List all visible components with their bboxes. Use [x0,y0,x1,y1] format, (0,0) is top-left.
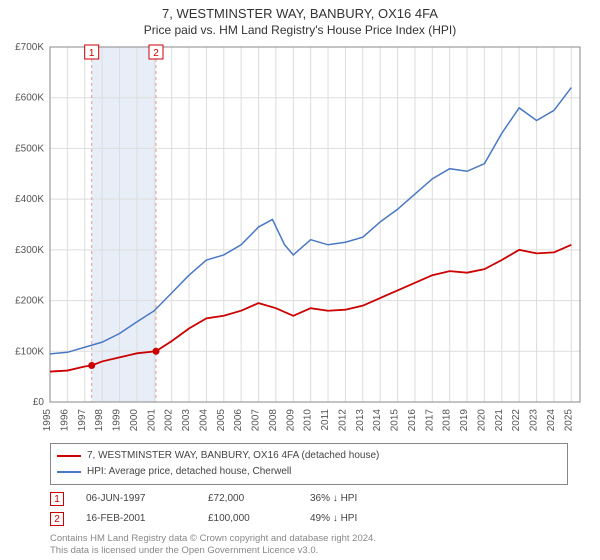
svg-text:2016: 2016 [407,409,418,432]
svg-text:2023: 2023 [529,409,540,432]
svg-text:2000: 2000 [129,409,140,432]
svg-text:2012: 2012 [337,409,348,432]
events-table: 1 06-JUN-1997 £72,000 36% ↓ HPI 2 16-FEB… [50,489,568,529]
svg-text:2021: 2021 [494,409,505,432]
svg-text:1997: 1997 [77,409,88,432]
svg-text:2025: 2025 [563,409,574,432]
svg-text:2011: 2011 [320,409,331,431]
svg-text:1998: 1998 [94,409,105,432]
svg-text:2018: 2018 [442,409,453,432]
svg-text:2: 2 [153,48,159,59]
event-date: 16-FEB-2001 [86,509,186,529]
svg-text:2009: 2009 [285,409,296,432]
svg-text:2010: 2010 [303,409,314,432]
event-hpi: 36% ↓ HPI [310,489,400,509]
svg-text:2008: 2008 [268,409,279,432]
line-chart-svg: £0 £100K £200K £300K £400K £500K £600K £700K 199… [0,37,600,437]
svg-text:£100K: £100K [15,346,44,357]
event-hpi: 49% ↓ HPI [310,509,400,529]
svg-text:2024: 2024 [546,409,557,432]
chart-legend: 7, WESTMINSTER WAY, BANBURY, OX16 4FA (d… [50,443,568,485]
event-date: 06-JUN-1997 [86,489,186,509]
svg-text:1996: 1996 [59,409,70,432]
svg-text:£600K: £600K [15,93,44,104]
svg-text:2022: 2022 [511,409,522,432]
svg-text:2004: 2004 [198,409,209,432]
footer-line: Contains HM Land Registry data © Crown c… [50,533,568,545]
svg-text:2020: 2020 [476,409,487,432]
svg-text:2006: 2006 [233,409,244,432]
svg-text:2007: 2007 [251,409,262,432]
svg-text:1999: 1999 [112,409,123,432]
svg-text:£0: £0 [33,397,45,408]
event-row: 2 16-FEB-2001 £100,000 49% ↓ HPI [50,509,568,529]
footer-attribution: Contains HM Land Registry data © Crown c… [50,533,568,558]
svg-text:£300K: £300K [15,245,44,256]
svg-text:£700K: £700K [15,42,44,53]
event-row: 1 06-JUN-1997 £72,000 36% ↓ HPI [50,489,568,509]
legend-item: 7, WESTMINSTER WAY, BANBURY, OX16 4FA (d… [57,448,561,464]
event-price: £72,000 [208,489,288,509]
svg-text:2001: 2001 [146,409,157,432]
svg-text:£200K: £200K [15,296,44,307]
svg-text:2003: 2003 [181,409,192,432]
legend-label: 7, WESTMINSTER WAY, BANBURY, OX16 4FA (d… [87,448,379,464]
chart-plot-area: £0 £100K £200K £300K £400K £500K £600K £700K 199… [0,37,600,437]
chart-container: 7, WESTMINSTER WAY, BANBURY, OX16 4FA Pr… [0,0,600,560]
chart-subtitle: Price paid vs. HM Land Registry's House … [0,21,600,37]
event-marker-icon: 1 [50,492,64,506]
chart-title: 7, WESTMINSTER WAY, BANBURY, OX16 4FA [0,0,600,21]
footer-line: This data is licensed under the Open Gov… [50,545,568,557]
svg-text:2017: 2017 [424,409,435,432]
svg-text:1995: 1995 [42,409,53,432]
svg-text:2002: 2002 [164,409,175,432]
svg-text:2015: 2015 [390,409,401,432]
svg-text:£500K: £500K [15,143,44,154]
legend-item: HPI: Average price, detached house, Cher… [57,464,561,480]
legend-swatch [57,471,81,473]
legend-label: HPI: Average price, detached house, Cher… [87,464,291,480]
svg-text:2013: 2013 [355,409,366,432]
legend-swatch [57,455,81,457]
event-marker-icon: 2 [50,512,64,526]
svg-text:1: 1 [89,48,95,59]
svg-text:2014: 2014 [372,409,383,432]
svg-text:2005: 2005 [216,409,227,432]
event-price: £100,000 [208,509,288,529]
svg-text:£400K: £400K [15,194,44,205]
svg-text:2019: 2019 [459,409,470,432]
